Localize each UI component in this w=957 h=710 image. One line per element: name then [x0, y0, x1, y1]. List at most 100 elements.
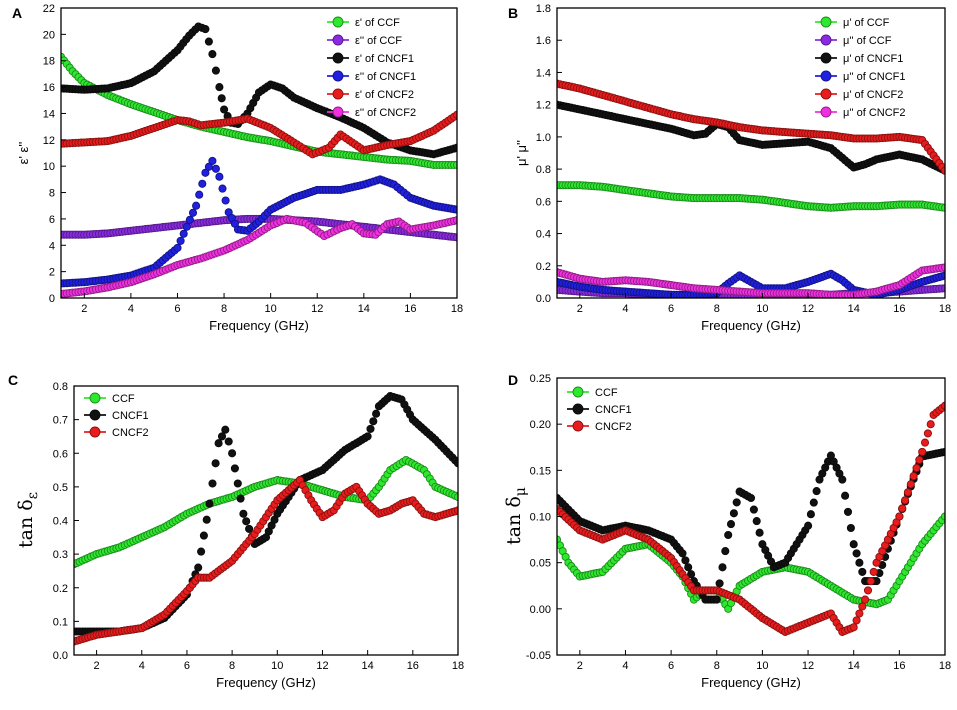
x-tick-label: 8: [229, 660, 235, 672]
data-point: [858, 567, 867, 576]
legend-marker: [820, 34, 832, 46]
data-point: [849, 540, 858, 549]
x-tick-label: 18: [939, 303, 951, 315]
data-point: [372, 409, 381, 418]
x-tick-label: 16: [407, 660, 419, 672]
series-layer: [61, 22, 457, 298]
data-point: [228, 449, 237, 458]
y-tick-label: 0.10: [530, 512, 551, 524]
data-point: [220, 105, 229, 114]
data-point: [199, 531, 208, 540]
y-tick-label: 0.2: [53, 583, 68, 595]
x-tick-label: 14: [848, 303, 860, 315]
data-point: [712, 595, 721, 604]
data-point: [215, 83, 224, 92]
data-point: [205, 499, 214, 508]
data-point: [726, 520, 736, 529]
x-tick-label: 14: [358, 303, 370, 315]
legend: ε' of CCF ε'' of CCF ε' of CNCF1 ε'' of CNC…: [327, 16, 416, 119]
data-point: [906, 480, 915, 489]
data-point: [201, 168, 210, 177]
data-point: [940, 512, 945, 521]
data-point: [861, 595, 870, 604]
legend-marker: [332, 88, 344, 100]
data-point: [208, 156, 217, 165]
y-tick-label: 0.0: [536, 293, 551, 305]
x-tick-label: 4: [622, 303, 628, 315]
y-tick-label: 0.15: [530, 465, 551, 477]
data-point: [188, 208, 198, 217]
y-tick-label: 0.6: [53, 448, 68, 460]
data-point: [221, 196, 230, 205]
y-tick-label: 0.3: [53, 549, 68, 561]
data-point: [366, 424, 375, 433]
x-tick-label: 18: [452, 660, 464, 672]
data-point: [749, 505, 758, 514]
data-point: [173, 243, 182, 252]
legend-label: μ'' of CNCF2: [843, 107, 906, 119]
x-tick-label: 12: [316, 660, 328, 672]
data-point: [732, 498, 741, 507]
data-point: [926, 420, 935, 429]
data-point: [895, 512, 904, 521]
legend-marker: [89, 426, 101, 438]
x-tick-label: 12: [802, 660, 814, 672]
y-tick-label: 16: [43, 82, 55, 94]
series-4: [61, 110, 457, 159]
data-point: [940, 203, 945, 212]
data-point: [729, 509, 738, 518]
data-point: [214, 439, 223, 448]
y-tick-label: 6: [49, 214, 55, 226]
data-point: [806, 510, 815, 519]
legend-label: CCF: [112, 393, 135, 405]
data-point: [217, 94, 226, 103]
legend-marker: [89, 409, 101, 421]
legend-label: CCF: [595, 387, 618, 399]
data-point: [940, 284, 945, 293]
x-tick-label: 10: [271, 660, 283, 672]
data-point: [809, 498, 818, 507]
series-0: [557, 181, 945, 212]
legend: CCF CNCF1 CNCF2: [567, 386, 632, 433]
y-tick-label: 0.05: [530, 558, 551, 570]
legend-label: μ'' of CCF: [843, 35, 892, 47]
data-point: [843, 507, 853, 516]
data-point: [201, 25, 210, 34]
x-tick-label: 4: [139, 660, 145, 672]
y-axis-title: μ' μ'': [514, 140, 529, 166]
y-tick-label: 0.5: [53, 482, 68, 494]
data-point: [863, 586, 873, 595]
data-point: [855, 558, 864, 567]
x-tick-label: 6: [174, 303, 180, 315]
legend: CCF CNCF1 CNCF2: [84, 392, 149, 439]
data-point: [176, 236, 185, 245]
series-layer: [557, 79, 945, 298]
data-point: [923, 429, 932, 438]
data-point: [208, 50, 217, 59]
legend-label: CNCF1: [595, 404, 632, 416]
legend-label: ε'' of CCF: [355, 35, 402, 47]
series-3: [557, 269, 945, 298]
x-tick-label: 6: [668, 303, 674, 315]
plot-frame: [60, 7, 458, 299]
data-point: [192, 201, 201, 210]
data-point: [718, 563, 727, 572]
x-tick-label: 6: [668, 660, 674, 672]
x-tick-label: 4: [622, 660, 628, 672]
data-point: [194, 563, 203, 572]
data-point: [869, 567, 878, 576]
legend-marker: [572, 386, 584, 398]
legend-label: CNCF2: [595, 421, 632, 433]
data-point: [208, 479, 217, 488]
x-tick-label: 8: [221, 303, 227, 315]
legend-marker: [820, 70, 832, 82]
panel-d: 2 4 6 8 10 12 14 16 18 -0.05 0.00 0.05 0.10 0.15 0.20 0…: [503, 372, 951, 690]
legend-marker: [332, 70, 344, 82]
data-point: [687, 570, 696, 579]
x-tick-label: 10: [756, 303, 768, 315]
legend-marker: [332, 106, 344, 118]
y-tick-label: 22: [43, 3, 55, 15]
series-2: [557, 401, 945, 636]
data-point: [230, 464, 239, 473]
